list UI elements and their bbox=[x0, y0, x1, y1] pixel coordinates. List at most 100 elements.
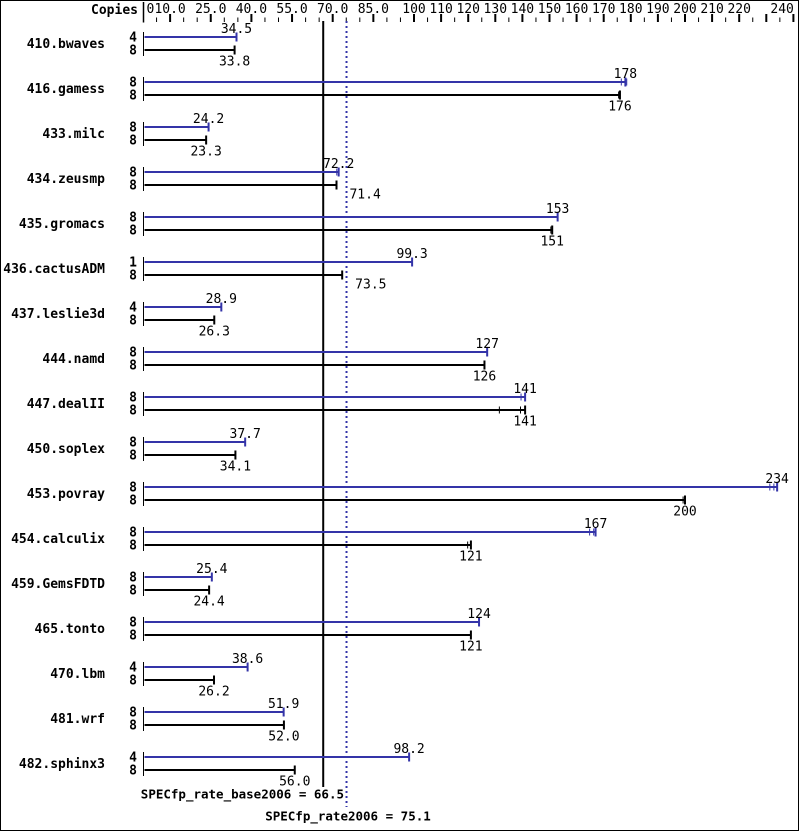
copies-value-base: 8 bbox=[129, 674, 137, 689]
copies-value-peak: 8 bbox=[129, 391, 137, 406]
copies-value-base: 8 bbox=[129, 224, 137, 239]
bar-value-label-base: 33.8 bbox=[219, 55, 250, 70]
benchmark-group-444.namd: 444.namd 8 127 8 126 bbox=[42, 337, 499, 385]
benchmark-label: 459.GemsFDTD bbox=[11, 577, 105, 592]
copies-value-peak: 8 bbox=[129, 481, 137, 496]
benchmark-label: 447.dealII bbox=[27, 397, 105, 412]
bar-value-label-base: 73.5 bbox=[355, 278, 386, 293]
copies-header: Copies bbox=[91, 3, 138, 18]
benchmark-group-465.tonto: 465.tonto 8 124 8 121 bbox=[35, 607, 491, 655]
bar-value-label-peak: 234 bbox=[765, 472, 789, 487]
copies-value-peak: 8 bbox=[129, 166, 137, 181]
benchmark-label: 437.leslie3d bbox=[11, 307, 105, 322]
bar-value-label-peak: 141 bbox=[513, 382, 536, 397]
bar-value-label-peak: 72.2 bbox=[323, 157, 354, 172]
copies-value-base: 8 bbox=[129, 359, 137, 374]
benchmark-group-459.GemsFDTD: 459.GemsFDTD 8 25.4 8 24.4 bbox=[11, 562, 228, 610]
bar-value-label-peak: 178 bbox=[614, 67, 637, 82]
copies-value-base: 8 bbox=[129, 539, 137, 554]
copies-value-peak: 8 bbox=[129, 616, 137, 631]
copies-value-base: 8 bbox=[129, 764, 137, 779]
axis-tick-label: 180 bbox=[619, 2, 642, 17]
axis-tick-label: 120 bbox=[456, 2, 479, 17]
bar-value-label-base: 176 bbox=[608, 100, 631, 115]
benchmark-label: 410.bwaves bbox=[27, 37, 105, 52]
benchmark-group-453.povray: 453.povray 8 234 8 200 bbox=[27, 472, 789, 520]
benchmark-group-416.gamess: 416.gamess 8 178 8 176 bbox=[27, 67, 637, 115]
bar-value-label-peak: 38.6 bbox=[232, 652, 263, 667]
copies-value-base: 8 bbox=[129, 44, 137, 59]
benchmark-group-481.wrf: 481.wrf 8 51.9 8 52.0 bbox=[50, 697, 299, 745]
benchmark-group-435.gromacs: 435.gromacs 8 153 8 151 bbox=[19, 202, 569, 250]
bar-value-label-base: 52.0 bbox=[268, 730, 299, 745]
axis-tick-label: 85.0 bbox=[358, 2, 389, 17]
copies-value-base: 8 bbox=[129, 269, 137, 284]
benchmark-group-450.soplex: 450.soplex 8 37.7 8 34.1 bbox=[27, 427, 261, 475]
bar-value-label-base: 34.1 bbox=[220, 460, 251, 475]
bar-value-label-peak: 51.9 bbox=[268, 697, 299, 712]
axis-tick-label: 70.0 bbox=[317, 2, 348, 17]
benchmark-label: 435.gromacs bbox=[19, 217, 105, 232]
benchmark-label: 454.calculix bbox=[11, 532, 105, 547]
copies-value-peak: 8 bbox=[129, 526, 137, 541]
copies-value-base: 8 bbox=[129, 134, 137, 149]
copies-value-peak: 8 bbox=[129, 346, 137, 361]
bar-value-label-peak: 98.2 bbox=[393, 742, 424, 757]
benchmark-label: 416.gamess bbox=[27, 82, 105, 97]
axis-tick-label: 110 bbox=[429, 2, 452, 17]
bar-value-label-base: 126 bbox=[473, 370, 496, 385]
bar-value-label-base: 23.3 bbox=[190, 145, 221, 160]
axis-tick-label: 130 bbox=[484, 2, 507, 17]
benchmark-group-482.sphinx3: 482.sphinx3 4 98.2 8 56.0 bbox=[19, 742, 425, 790]
axis-tick-label: 190 bbox=[646, 2, 669, 17]
summary-peak-label: SPECfp_rate2006 = 75.1 bbox=[265, 809, 431, 825]
bar-value-label-peak: 167 bbox=[584, 517, 607, 532]
axis-tick-label: 170 bbox=[592, 2, 615, 17]
copies-value-peak: 8 bbox=[129, 436, 137, 451]
bar-value-label-peak: 28.9 bbox=[206, 292, 237, 307]
benchmark-label: 450.soplex bbox=[27, 442, 105, 457]
bar-value-label-peak: 25.4 bbox=[196, 562, 227, 577]
benchmark-label: 481.wrf bbox=[50, 712, 105, 727]
benchmark-label: 470.lbm bbox=[50, 667, 105, 682]
bar-value-label-base: 71.4 bbox=[349, 188, 380, 203]
benchmark-group-454.calculix: 454.calculix 8 167 8 121 bbox=[11, 517, 607, 565]
benchmark-group-447.dealII: 447.dealII 8 141 8 141 bbox=[27, 382, 537, 430]
benchmark-label: 436.cactusADM bbox=[3, 262, 105, 277]
axis-tick-label: 160 bbox=[565, 2, 588, 17]
copies-value-peak: 1 bbox=[129, 256, 137, 271]
benchmark-group-434.zeusmp: 434.zeusmp 8 72.2 8 71.4 bbox=[27, 157, 381, 203]
copies-value-peak: 8 bbox=[129, 211, 137, 226]
axis-tick-label: 240 bbox=[770, 2, 793, 17]
bar-value-label-peak: 153 bbox=[546, 202, 569, 217]
copies-value-peak: 8 bbox=[129, 76, 137, 91]
copies-value-peak: 8 bbox=[129, 121, 137, 136]
benchmark-label: 444.namd bbox=[42, 352, 105, 367]
bar-value-label-base: 121 bbox=[459, 550, 482, 565]
bar-value-label-peak: 24.2 bbox=[193, 112, 224, 127]
axis-tick-label: 220 bbox=[727, 2, 750, 17]
bar-value-label-base: 121 bbox=[459, 640, 482, 655]
benchmark-label: 453.povray bbox=[27, 487, 105, 502]
bar-value-label-base: 24.4 bbox=[193, 595, 224, 610]
bar-value-label-peak: 34.5 bbox=[221, 22, 252, 37]
bar-value-label-base: 200 bbox=[673, 505, 696, 520]
benchmark-group-410.bwaves: 410.bwaves 4 34.5 8 33.8 bbox=[27, 22, 252, 70]
copies-value-base: 8 bbox=[129, 179, 137, 194]
benchmark-group-433.milc: 433.milc 8 24.2 8 23.3 bbox=[42, 112, 224, 160]
bar-value-label-peak: 127 bbox=[475, 337, 498, 352]
copies-value-base: 8 bbox=[129, 314, 137, 329]
axis-tick-label: 55.0 bbox=[276, 2, 307, 17]
axis-tick-label: 25.0 bbox=[195, 2, 226, 17]
axis-tick-label: 10.0 bbox=[154, 2, 185, 17]
bar-value-label-base: 56.0 bbox=[279, 775, 310, 790]
bar-value-label-base: 26.3 bbox=[199, 325, 230, 340]
benchmark-label: 434.zeusmp bbox=[27, 172, 105, 187]
copies-value-peak: 4 bbox=[129, 301, 137, 316]
axis-tick-label: 200 bbox=[673, 2, 696, 17]
copies-value-base: 8 bbox=[129, 449, 137, 464]
bar-value-label-peak: 37.7 bbox=[230, 427, 261, 442]
